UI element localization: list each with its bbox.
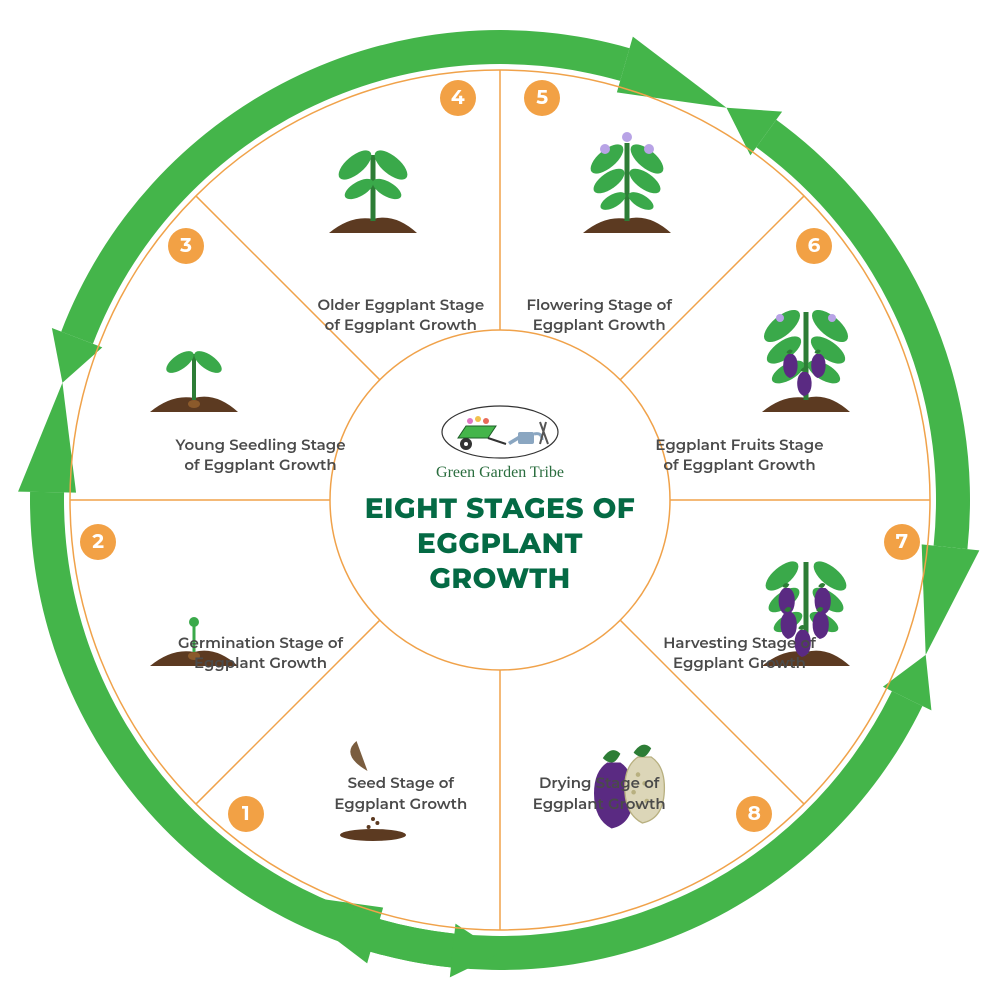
badge-number: 8 — [748, 802, 761, 826]
stage-label-3: Young Seedling Stage of Eggplant Growth — [171, 435, 351, 476]
stage-badge-3: 3 — [168, 228, 204, 264]
stage-label-7: Harvesting Stage of Eggplant Growth — [649, 633, 829, 674]
badge-number: 4 — [451, 86, 465, 110]
center-title: EIGHT STAGES OF EGGPLANT GROWTH — [350, 492, 650, 597]
badge-number: 1 — [242, 802, 250, 826]
badge-number: 6 — [808, 234, 821, 258]
stage-badge-8: 8 — [736, 796, 772, 832]
brand-name: Green Garden Tribe — [436, 464, 564, 482]
stage-icon-flowering — [572, 123, 682, 233]
badge-number: 3 — [180, 234, 192, 258]
stage-icon-fruits — [751, 302, 861, 412]
stage-badge-6: 6 — [796, 228, 832, 264]
infographic-root: 1 Seed Stage of Eggplant Growth 2 Germina… — [0, 0, 1000, 1000]
stage-label-5: Flowering Stage of Eggplant Growth — [509, 295, 689, 336]
stage-label-8: Drying Stage of Eggplant Growth — [509, 773, 689, 814]
stage-badge-4: 4 — [440, 80, 476, 116]
stage-icon-older — [318, 123, 428, 233]
badge-number: 5 — [536, 86, 548, 110]
stage-label-1: Seed Stage of Eggplant Growth — [311, 773, 491, 814]
stage-badge-1: 1 — [228, 796, 264, 832]
stage-label-2: Germination Stage of Eggplant Growth — [171, 633, 351, 674]
stage-label-4: Older Eggplant Stage of Eggplant Growth — [311, 295, 491, 336]
badge-number: 7 — [896, 530, 908, 554]
brand-logo-icon — [440, 404, 560, 460]
center-circle: Green Garden Tribe EIGHT STAGES OF EGGPL… — [340, 340, 660, 660]
stage-icon-seedling — [139, 302, 249, 412]
stage-badge-7: 7 — [884, 524, 920, 560]
badge-number: 2 — [92, 530, 104, 554]
stage-label-6: Eggplant Fruits Stage of Eggplant Growth — [649, 435, 829, 476]
